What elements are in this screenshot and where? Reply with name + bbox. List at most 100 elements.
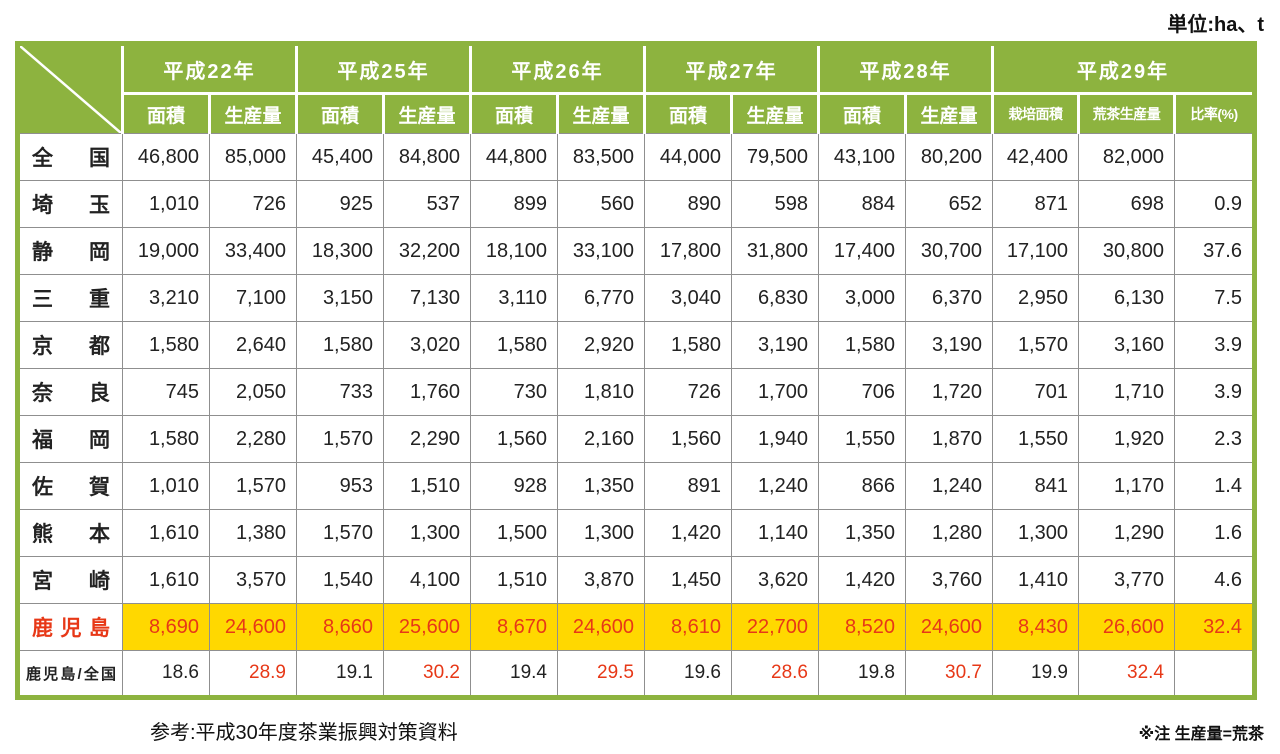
data-cell: 24,600: [557, 603, 645, 651]
data-cell: 1,560: [644, 415, 732, 463]
data-cell: 30,700: [905, 227, 993, 275]
table-row: 全国 46,800 85,000 45,400 84,800 44,800 83,500 44…: [17, 133, 1255, 181]
data-cell: 866: [818, 462, 906, 510]
data-cell: 1,870: [905, 415, 993, 463]
data-cell: 33,100: [557, 227, 645, 275]
data-cell: 1,720: [905, 368, 993, 416]
data-cell: 1,510: [383, 462, 471, 510]
data-cell: 17,400: [818, 227, 906, 275]
table-row: 静岡 19,000 33,400 18,300 32,200 18,100 33,100 17…: [17, 227, 1255, 275]
data-cell: 871: [992, 180, 1079, 228]
diagonal-line: [20, 46, 121, 133]
data-cell: 560: [557, 180, 645, 228]
table-container: 平成22年 平成25年 平成26年 平成27年 平成28年 平成29年 面積 生産量 面積 生産量…: [15, 41, 1257, 700]
data-cell: 42,400: [992, 133, 1079, 181]
data-cell: 841: [992, 462, 1079, 510]
data-cell: 22,700: [731, 603, 819, 651]
data-cell: 1,350: [557, 462, 645, 510]
data-cell: [1174, 650, 1255, 698]
table-row: 福岡 1,580 2,280 1,570 2,290 1,560 2,160 1,560 1,9…: [17, 415, 1255, 463]
data-cell: 745: [122, 368, 210, 416]
column-header: 生産量: [730, 92, 820, 134]
row-label: 奈良: [17, 368, 123, 416]
data-cell: 1,920: [1078, 415, 1175, 463]
data-cell: 3.9: [1174, 368, 1255, 416]
data-cell: 1,240: [905, 462, 993, 510]
table-row: 京都 1,580 2,640 1,580 3,020 1,580 2,920 1,580 3,1…: [17, 321, 1255, 369]
data-cell: 44,800: [470, 133, 558, 181]
corner-cell: [16, 42, 124, 134]
data-cell: 899: [470, 180, 558, 228]
data-cell: 6,370: [905, 274, 993, 322]
data-cell: 1,580: [818, 321, 906, 369]
column-header: 面積: [643, 92, 733, 134]
data-cell: 19,000: [122, 227, 210, 275]
data-cell: 29.5: [557, 650, 645, 698]
data-cell: 537: [383, 180, 471, 228]
data-cell: 2.3: [1174, 415, 1255, 463]
data-cell: 8,660: [296, 603, 384, 651]
data-cell: 18,300: [296, 227, 384, 275]
data-cell: 3,870: [557, 556, 645, 604]
data-cell: 598: [731, 180, 819, 228]
year-header: 平成26年: [469, 42, 646, 95]
data-cell: 30.7: [905, 650, 993, 698]
data-cell: 32,200: [383, 227, 471, 275]
column-header: 面積: [121, 92, 211, 134]
data-cell: 3,570: [209, 556, 297, 604]
data-cell: 24,600: [209, 603, 297, 651]
data-cell: 30.2: [383, 650, 471, 698]
column-header: 生産量: [382, 92, 472, 134]
data-cell: 32.4: [1174, 603, 1255, 651]
data-cell: 925: [296, 180, 384, 228]
row-label: 鹿児島/全国: [17, 650, 123, 698]
data-cell: 3,190: [731, 321, 819, 369]
data-cell: 1,570: [296, 415, 384, 463]
data-cell: 1,580: [470, 321, 558, 369]
data-cell: 1,380: [209, 509, 297, 557]
data-cell: 1,510: [470, 556, 558, 604]
data-cell: 1,580: [296, 321, 384, 369]
data-cell: 25,600: [383, 603, 471, 651]
data-cell: 2,160: [557, 415, 645, 463]
data-cell: 3,620: [731, 556, 819, 604]
column-header: 生産量: [208, 92, 298, 134]
data-cell: 3.9: [1174, 321, 1255, 369]
table-row: 三重 3,210 7,100 3,150 7,130 3,110 6,770 3,040 6,8…: [17, 274, 1255, 322]
column-header: 生産量: [556, 92, 646, 134]
data-cell: 1,760: [383, 368, 471, 416]
table-row: 鹿児島/全国 18.6 28.9 19.1 30.2 19.4 29.5 19.6 28.6 19…: [17, 650, 1255, 698]
data-cell: 1,500: [470, 509, 558, 557]
data-cell: 1,610: [122, 556, 210, 604]
data-cell: 1,350: [818, 509, 906, 557]
header-row-years: 平成22年 平成25年 平成26年 平成27年 平成28年 平成29年: [16, 42, 1256, 134]
data-cell: 1,580: [644, 321, 732, 369]
data-cell: 726: [209, 180, 297, 228]
data-cell: 30,800: [1078, 227, 1175, 275]
data-cell: 1,550: [818, 415, 906, 463]
data-cell: 6,770: [557, 274, 645, 322]
data-cell: 1,570: [992, 321, 1079, 369]
data-cell: 19.1: [296, 650, 384, 698]
data-cell: 3,760: [905, 556, 993, 604]
data-cell: 1,570: [296, 509, 384, 557]
data-cell: 1,700: [731, 368, 819, 416]
data-cell: 1,580: [122, 415, 210, 463]
data-cell: 1,300: [992, 509, 1079, 557]
data-cell: 82,000: [1078, 133, 1175, 181]
row-label: 京都: [17, 321, 123, 369]
data-cell: 19.4: [470, 650, 558, 698]
data-cell: 17,100: [992, 227, 1079, 275]
column-header: 面積: [295, 92, 385, 134]
table-row: 佐賀 1,010 1,570 953 1,510 928 1,350 891 1,240 866 1…: [17, 462, 1255, 510]
data-cell: 1,010: [122, 462, 210, 510]
data-cell: 3,160: [1078, 321, 1175, 369]
data-cell: 7.5: [1174, 274, 1255, 322]
data-cell: 1,290: [1078, 509, 1175, 557]
data-cell: 1,280: [905, 509, 993, 557]
data-cell: 1,140: [731, 509, 819, 557]
table-row: 鹿児島 8,690 24,600 8,660 25,600 8,670 24,600 8,61…: [17, 603, 1255, 651]
column-header: 生産量: [904, 92, 994, 134]
table-row: 奈良 745 2,050 733 1,760 730 1,810 726 1,700 706 1,7…: [17, 368, 1255, 416]
data-cell: 26,600: [1078, 603, 1175, 651]
